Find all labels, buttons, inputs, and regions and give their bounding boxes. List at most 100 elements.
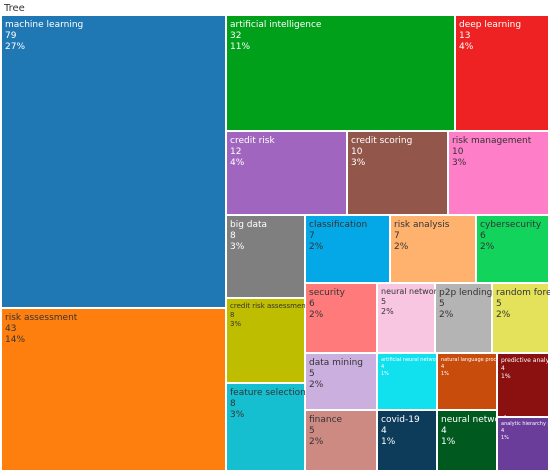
treemap-tile-value: 10 (351, 147, 363, 157)
treemap-tile-label: deep learning (459, 20, 521, 30)
treemap-tile-percent: 11% (230, 42, 250, 52)
treemap-tile-label: natural language processing (441, 357, 512, 363)
treemap-tile-rect (378, 411, 436, 470)
treemap-tile-value: 8 (230, 399, 236, 409)
treemap-tile-percent: 3% (230, 320, 241, 328)
treemap-tile-value: 8 (230, 311, 234, 319)
treemap-tile-value: 43 (5, 324, 16, 334)
treemap-tile-label: analytic hierarchy process (501, 421, 550, 427)
treemap-tile-percent: 3% (351, 158, 366, 168)
treemap-tile-value: 5 (309, 426, 315, 436)
treemap-tile-predictive-analytics[interactable]: predictive analytics41% (498, 354, 550, 416)
treemap-tile-label: artificial intelligence (230, 20, 322, 30)
treemap-tile-rect (456, 16, 548, 130)
treemap-tile-value: 4 (501, 365, 505, 372)
treemap-tile-label: neural network (381, 287, 442, 296)
treemap-tile-percent: 3% (230, 242, 245, 252)
treemap-tile-label: risk management (452, 136, 532, 146)
treemap-tile-random-forest[interactable]: random forest52% (493, 284, 550, 352)
treemap-tile-percent: 2% (309, 242, 324, 252)
treemap-tile-percent: 3% (230, 410, 245, 420)
treemap-tile-percent: 1% (501, 435, 509, 441)
treemap-tile-label: predictive analytics (501, 357, 550, 364)
treemap-tile-percent: 1% (441, 437, 456, 447)
treemap-tile-rect (2, 309, 225, 470)
treemap-tile-label: data mining (309, 358, 363, 368)
treemap-tile-percent: 2% (480, 242, 495, 252)
treemap-tile-percent: 2% (496, 310, 511, 320)
treemap-tile-rect (498, 418, 548, 470)
treemap-tile-value: 4 (381, 426, 387, 436)
treemap-tile-rect (436, 284, 491, 352)
treemap-tile-rect (227, 216, 304, 297)
treemap-tile-label: finance (309, 415, 343, 425)
treemap-tile-rect (306, 411, 376, 470)
treemap-tile-value: 4 (441, 426, 447, 436)
treemap-tile-value: 6 (309, 299, 315, 309)
treemap-tile-value: 12 (230, 147, 241, 157)
treemap-tile-rect (378, 284, 434, 352)
treemap-tile-label: risk assessment (5, 313, 78, 323)
treemap-tile-percent: 4% (230, 158, 245, 168)
treemap-tile-rect (227, 16, 454, 130)
treemap-tile-rect (227, 299, 304, 382)
treemap-tile-rect (378, 354, 436, 409)
treemap-tile-analytic-hierarchy-process[interactable]: analytic hierarchy process41% (498, 418, 550, 470)
treemap-tile-label: cybersecurity (480, 220, 542, 230)
treemap-tile-label: artificial neural networks (381, 357, 444, 363)
treemap-tile-rect (2, 16, 225, 307)
treemap-tile-value: 4 (501, 428, 504, 434)
treemap-tile-percent: 1% (381, 437, 396, 447)
treemap-tile-label: machine learning (5, 20, 83, 30)
treemap-tile-label: neural networks (441, 415, 514, 425)
treemap-tile-rect (449, 132, 548, 214)
treemap-tile-value: 4 (441, 364, 444, 370)
treemap-tile-percent: 1% (501, 373, 511, 380)
treemap-tile-percent: 3% (452, 158, 467, 168)
treemap-tile-rect (227, 384, 304, 470)
treemap-tile-rect (306, 354, 376, 409)
treemap-tile-percent: 2% (309, 437, 324, 447)
treemap-tile-percent: 2% (309, 380, 324, 390)
treemap-tile-percent: 1% (441, 371, 449, 377)
treemap-tile-percent: 27% (5, 42, 25, 52)
treemap-tile-value: 6 (480, 231, 486, 241)
treemap-tile-value: 7 (309, 231, 315, 241)
treemap-tile-value: 5 (309, 369, 315, 379)
treemap-tile-percent: 14% (5, 335, 25, 345)
treemap-tile-rect (493, 284, 548, 352)
treemap-tile-label: risk analysis (394, 220, 450, 230)
treemap-tile-value: 5 (381, 297, 386, 306)
treemap-tile-value: 8 (230, 231, 236, 241)
treemap-tile-rect (306, 284, 376, 352)
treemap-tile-value: 5 (439, 299, 445, 309)
treemap-tile-percent: 2% (394, 242, 409, 252)
treemap-tile-percent: 2% (439, 310, 454, 320)
treemap-tile-value: 79 (5, 31, 17, 41)
treemap-tile-label: credit risk assessment (230, 302, 309, 310)
treemap-tile-label: security (309, 288, 346, 298)
treemap-tile-value: 32 (230, 31, 241, 41)
